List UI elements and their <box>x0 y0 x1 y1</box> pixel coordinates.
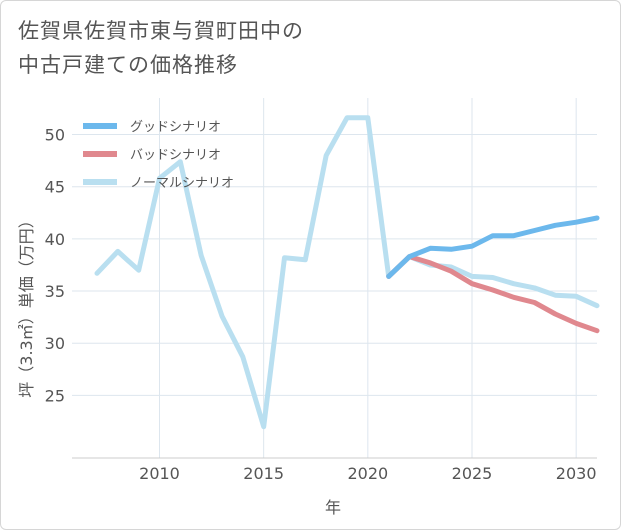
y-tick-label: 30 <box>45 334 65 353</box>
x-tick-label: 2015 <box>243 464 284 483</box>
y-tick-label: 50 <box>45 126 65 145</box>
y-tick-label: 40 <box>45 230 65 249</box>
chart-title: 佐賀県佐賀市東与賀町田中の 中古戸建ての価格推移 <box>18 14 438 82</box>
y-tick-label: 35 <box>45 282 65 301</box>
series-line-0 <box>386 215 600 279</box>
series-line-1 <box>386 254 600 334</box>
x-tick-label: 2025 <box>452 464 493 483</box>
legend-label: ノーマルシナリオ <box>130 176 234 191</box>
y-tick-label: 25 <box>45 386 65 405</box>
x-tick-label: 2030 <box>556 464 597 483</box>
series-line-2 <box>94 115 600 430</box>
y-tick-label: 45 <box>45 178 65 197</box>
legend-label: グッドシナリオ <box>130 120 221 135</box>
x-axis-title: 年 <box>325 498 341 517</box>
chart-title-line2: 中古戸建ての価格推移 <box>18 53 238 77</box>
x-tick-label: 2010 <box>139 464 180 483</box>
x-tick-label: 2020 <box>347 464 388 483</box>
chart-title-line1: 佐賀県佐賀市東与賀町田中の <box>18 19 304 43</box>
legend-label: バッドシナリオ <box>130 148 221 163</box>
y-axis-title: 坪（3.3㎡）単価（万円） <box>17 212 36 397</box>
